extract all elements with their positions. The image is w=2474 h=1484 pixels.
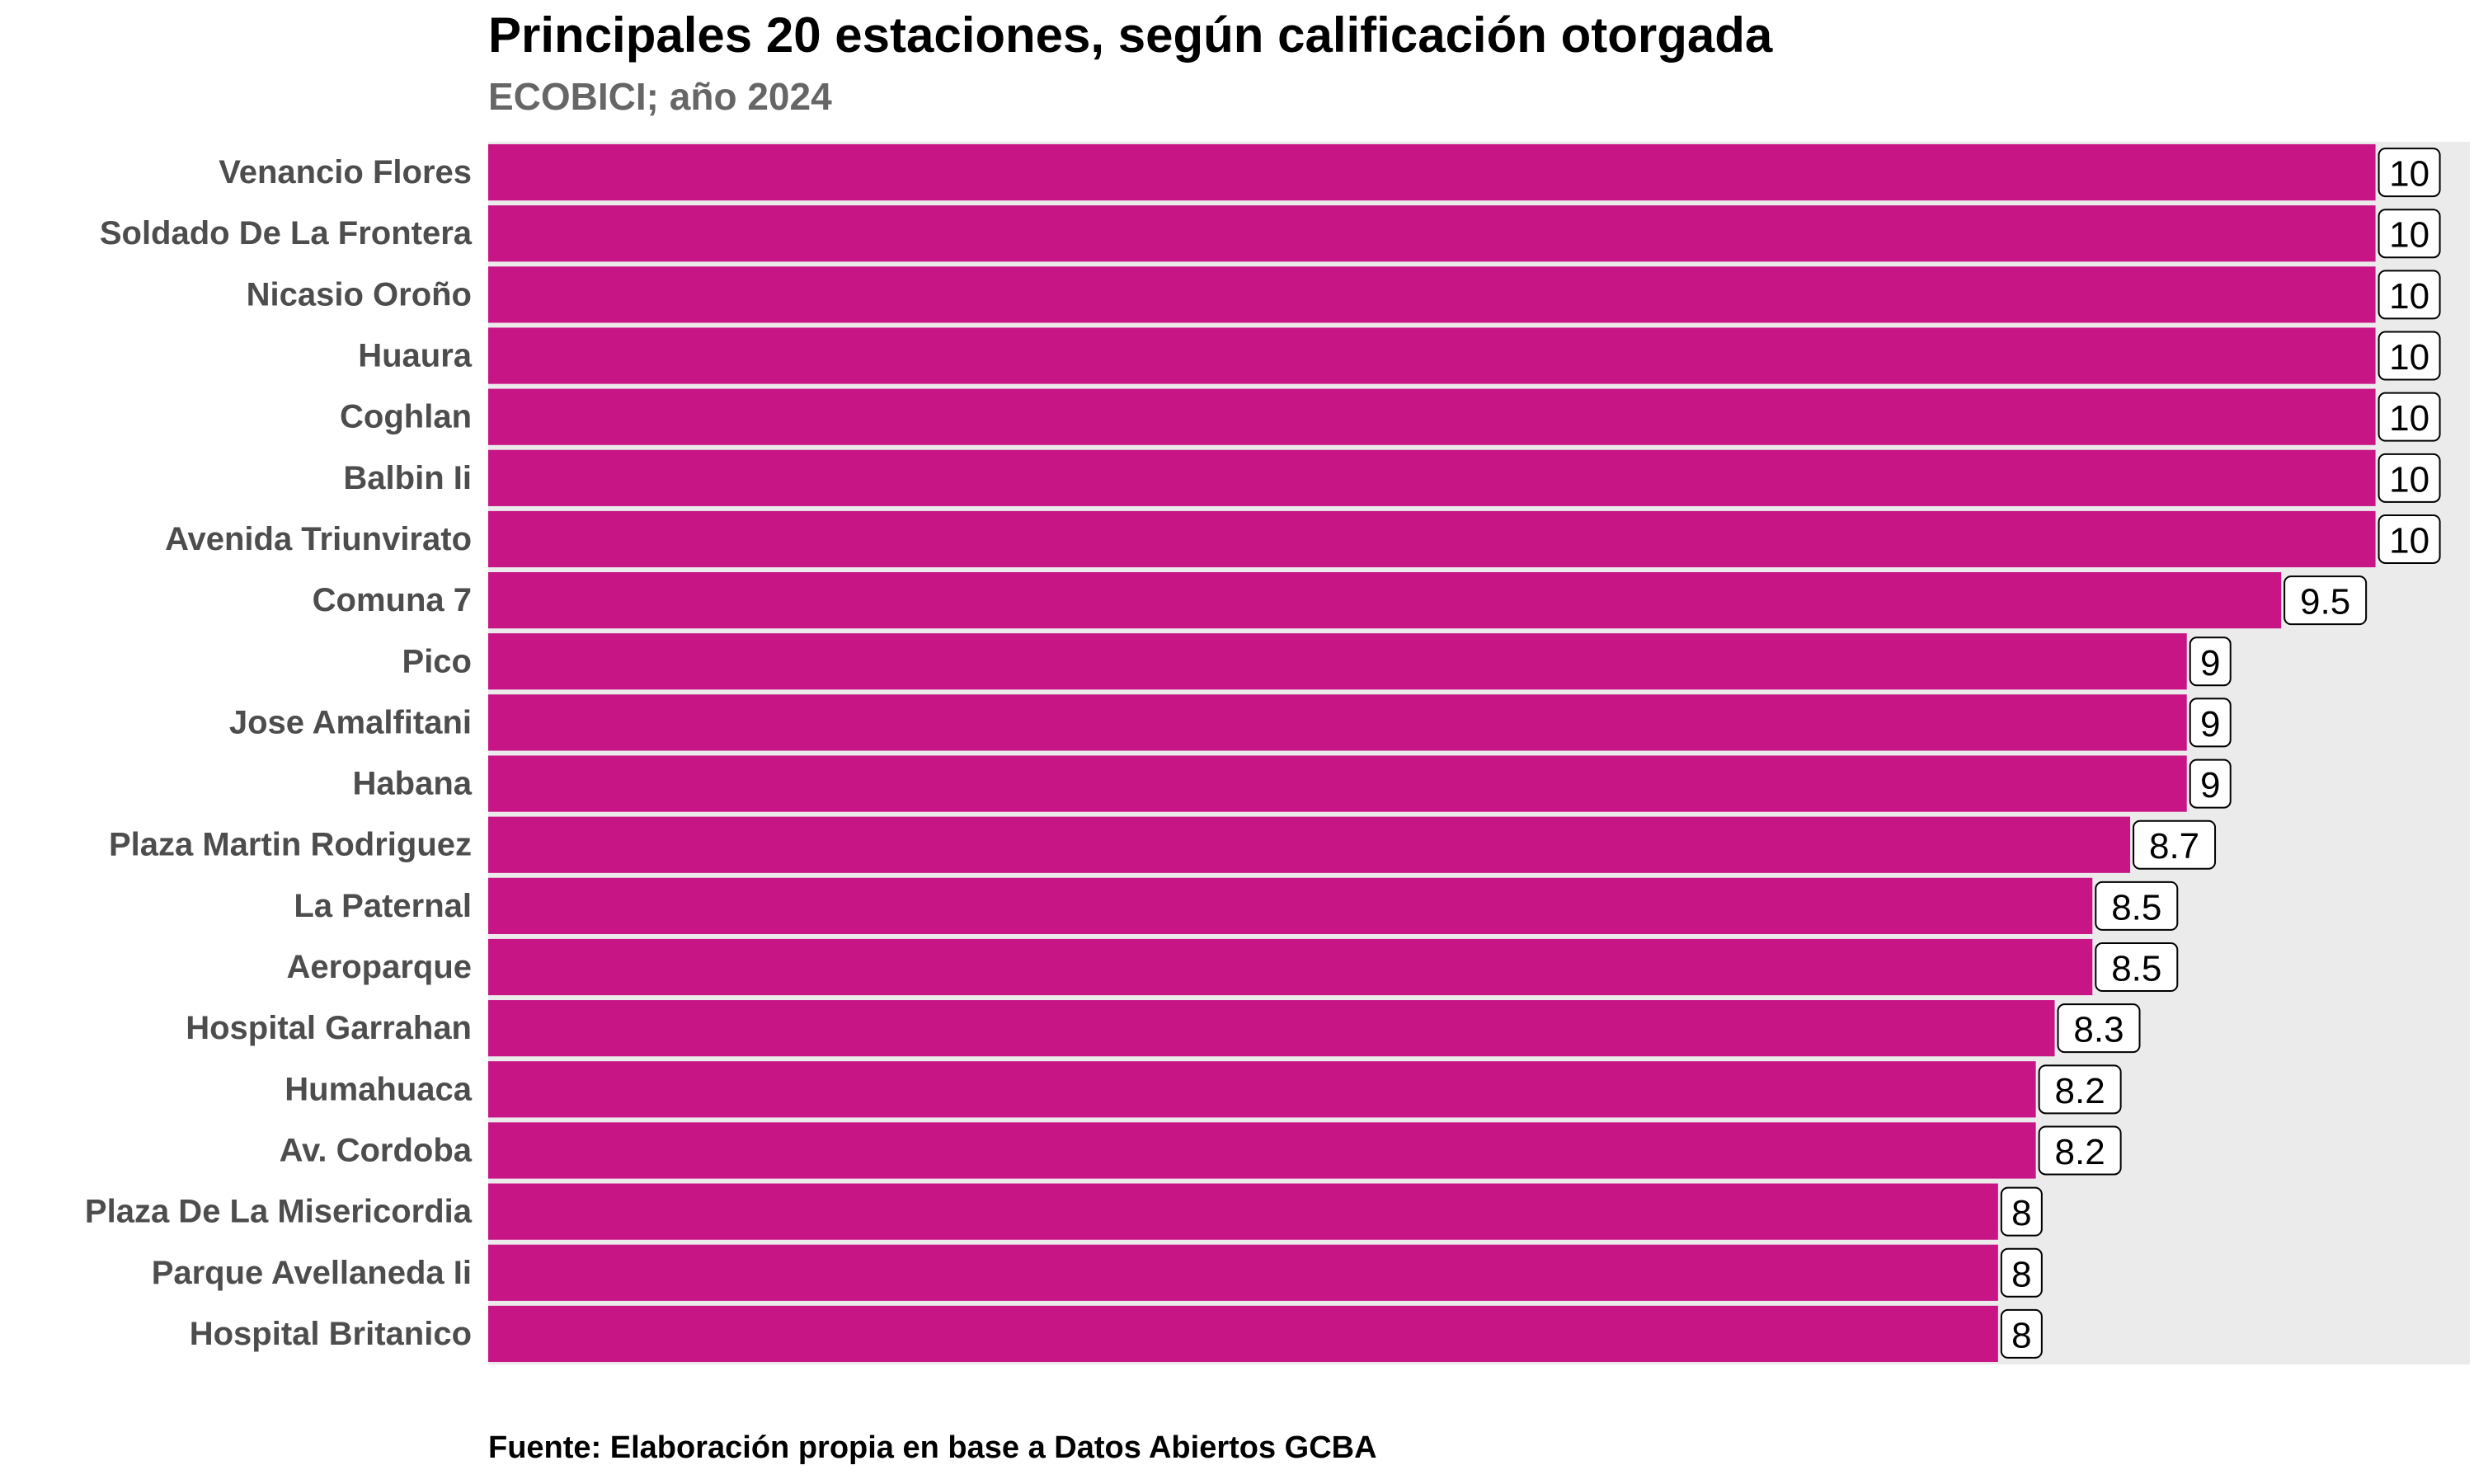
category-label: Plaza De La Misericordia <box>85 1194 473 1230</box>
bar <box>488 327 2376 384</box>
plot-panel <box>488 142 2470 1364</box>
data-label-box <box>2189 636 2232 687</box>
data-label: 8.7 <box>2149 826 2199 866</box>
data-label-box <box>2000 1308 2043 1359</box>
data-label: 9 <box>2200 643 2220 683</box>
data-label: 10 <box>2389 276 2429 317</box>
category-label: Humahuaca <box>285 1071 472 1107</box>
bar <box>488 1061 2036 1118</box>
category-label: Huaura <box>358 338 473 374</box>
category-label: Comuna 7 <box>313 582 472 618</box>
data-label: 10 <box>2389 459 2429 500</box>
data-label-box <box>2378 453 2441 503</box>
bar <box>488 1244 1998 1301</box>
data-label-box <box>2189 758 2232 809</box>
category-label: Hospital Britanico <box>190 1316 472 1352</box>
data-label: 8.3 <box>2073 1010 2124 1050</box>
category-label: Coghlan <box>340 399 472 435</box>
bar <box>488 449 2376 506</box>
data-label: 8 <box>2011 1254 2031 1294</box>
bar <box>488 694 2187 751</box>
data-label: 10 <box>2389 154 2429 195</box>
data-label-box <box>2095 881 2179 931</box>
bar <box>488 572 2282 629</box>
category-label: Hospital Garrahan <box>186 1010 472 1046</box>
data-label-box <box>2378 331 2441 381</box>
data-label: 8 <box>2011 1193 2031 1233</box>
data-label: 9 <box>2200 765 2220 805</box>
bar <box>488 877 2093 934</box>
bar <box>488 1183 1998 1240</box>
bar <box>488 1122 2036 1179</box>
data-label-box <box>2133 819 2217 870</box>
category-label: Soldado De La Frontera <box>100 215 473 251</box>
bar <box>488 266 2376 323</box>
category-label: Parque Avellaneda Ii <box>152 1255 472 1291</box>
data-label: 8.5 <box>2111 949 2161 989</box>
data-label-box <box>2284 575 2368 626</box>
category-label: Nicasio Oroño <box>247 276 472 312</box>
category-label: Pico <box>402 643 472 679</box>
bar <box>488 388 2376 445</box>
data-label: 9.5 <box>2300 582 2350 622</box>
data-label-box <box>2378 270 2441 320</box>
chart-subtitle: ECOBICI; año 2024 <box>488 75 832 118</box>
data-label-box <box>2378 392 2441 442</box>
bar <box>488 633 2187 690</box>
data-label: 10 <box>2389 215 2429 256</box>
data-label: 8.2 <box>2055 1071 2105 1111</box>
category-label: Habana <box>353 766 473 802</box>
data-label-box <box>2378 148 2441 198</box>
data-label: 10 <box>2389 337 2429 378</box>
category-label: Aeroparque <box>287 949 473 985</box>
data-label: 10 <box>2389 520 2429 561</box>
bar <box>488 205 2376 262</box>
data-label: 8 <box>2011 1315 2031 1355</box>
data-label-box <box>2378 209 2441 259</box>
bar <box>488 816 2131 873</box>
category-label: Jose Amalfitani <box>229 704 472 740</box>
data-label-box <box>2038 1125 2122 1176</box>
bar <box>488 938 2093 996</box>
data-label-box <box>2189 697 2232 748</box>
data-label: 10 <box>2389 398 2429 439</box>
bar <box>488 1305 1998 1363</box>
data-label: 8.2 <box>2055 1132 2105 1172</box>
chart-caption: Fuente: Elaboración propia en base a Dat… <box>488 1430 1377 1465</box>
data-label: 9 <box>2200 704 2220 744</box>
data-label-box <box>2038 1064 2122 1115</box>
bar <box>488 755 2187 812</box>
data-label-box <box>2095 942 2179 993</box>
category-label: Av. Cordoba <box>280 1132 473 1168</box>
category-label: La Paternal <box>294 888 472 924</box>
bar <box>488 510 2376 568</box>
data-label-box <box>2000 1247 2043 1298</box>
data-label-box <box>2378 514 2441 564</box>
category-label: Plaza Martin Rodriguez <box>109 827 472 863</box>
category-label: Balbin Ii <box>343 460 472 496</box>
bar <box>488 1000 2055 1057</box>
chart-title: Principales 20 estaciones, según calific… <box>488 7 1773 63</box>
category-label: Avenida Triunvirato <box>165 521 472 557</box>
data-label-box <box>2000 1186 2043 1237</box>
bar <box>488 143 2376 201</box>
category-label: Venancio Flores <box>219 154 472 190</box>
data-label: 8.5 <box>2111 887 2161 928</box>
data-label-box <box>2057 1003 2141 1054</box>
